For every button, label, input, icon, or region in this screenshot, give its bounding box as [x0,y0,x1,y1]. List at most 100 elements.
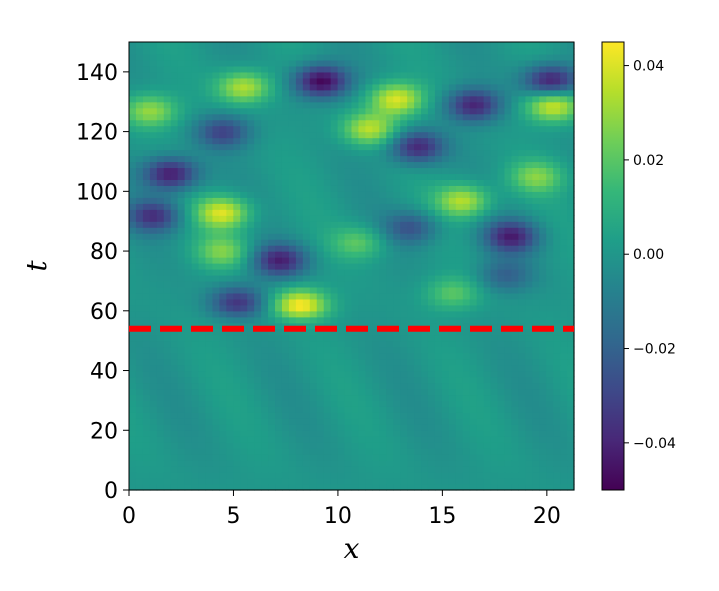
heatmap-cell [142,286,151,294]
heatmap-cell [309,245,318,252]
heatmap-cell [177,370,186,378]
heatmap-cell [504,89,513,97]
heatmap-cell [358,42,366,49]
heatmap-cell [163,394,172,401]
heatmap-cell [275,424,283,431]
heatmap-cell [275,65,283,73]
heatmap-cell [511,292,519,300]
heatmap-cell [518,77,526,85]
heatmap-cell [553,227,561,234]
heatmap-cell [553,113,561,121]
heatmap-cell [316,65,325,73]
heatmap-cell [372,107,380,115]
heatmap-cell [177,257,186,264]
heatmap-cell [261,89,269,97]
heatmap-cell [525,185,533,192]
heatmap-cell [532,454,540,461]
heatmap-cell [212,382,220,390]
heatmap-cell [427,227,436,234]
heatmap-cell [184,149,193,157]
heatmap-cell [268,149,276,157]
heatmap-cell [434,274,443,282]
heatmap-cell [135,149,144,157]
heatmap-cell [441,436,450,443]
heatmap-cell [518,101,526,109]
heatmap-cell [149,185,158,192]
heatmap-cell [386,239,394,246]
heatmap-cell [316,155,325,163]
heatmap-cell [379,101,387,109]
heatmap-cell [476,460,485,467]
heatmap-cell [365,424,373,431]
heatmap-cell [240,364,248,372]
heatmap-cell [135,334,144,342]
heatmap-cell [434,412,443,419]
heatmap-cell [142,203,151,210]
heatmap-cell [407,292,415,300]
heatmap-cell [504,304,513,312]
heatmap-cell [254,131,262,139]
heatmap-cell [170,364,179,372]
heatmap-cell [490,388,499,396]
heatmap-cell [469,436,478,443]
heatmap-cell [532,430,540,437]
heatmap-cell [525,263,533,270]
heatmap-cell [553,77,561,85]
heatmap-cell [226,304,234,312]
heatmap-cell [386,412,394,419]
heatmap-cell [441,125,450,133]
heatmap-cell [434,42,443,49]
heatmap-cell [427,59,436,67]
heatmap-cell [462,370,471,378]
heatmap-cell [233,304,241,312]
heatmap-cell [365,340,373,348]
heatmap-cell [156,83,165,91]
heatmap-cell [205,358,214,366]
heatmap-cell [247,430,255,437]
heatmap-cell [177,71,186,79]
heatmap-cell [163,292,172,300]
heatmap-cell [490,263,499,270]
heatmap-cell [247,322,255,330]
heatmap-cell [553,400,561,407]
heatmap-cell [372,251,380,258]
heatmap-cell [142,442,151,449]
heatmap-cell [191,83,200,91]
heatmap-cell [490,125,499,133]
heatmap-cell [205,346,214,354]
heatmap-cell [219,382,227,390]
heatmap-cell [184,215,193,222]
heatmap-cell [414,364,422,372]
heatmap-cell [553,221,561,228]
heatmap-cell [330,89,339,97]
heatmap-cell [400,340,408,348]
heatmap-cell [295,167,304,175]
heatmap-cell [129,346,137,354]
heatmap-cell [205,89,214,97]
heatmap-cell [448,185,457,192]
heatmap-cell [511,280,519,288]
heatmap-cell [553,328,561,336]
heatmap-cell [546,167,554,175]
heatmap-cell [205,47,214,55]
heatmap-cell [497,191,506,198]
heatmap-cell [142,478,151,485]
heatmap-cell [427,221,436,228]
heatmap-cell [163,119,172,127]
heatmap-cell [149,346,158,354]
heatmap-cell [149,95,158,103]
heatmap-cell [330,59,339,67]
heatmap-cell [400,358,408,366]
heatmap-cell [546,454,554,461]
heatmap-cell [414,274,422,282]
heatmap-cell [407,143,415,151]
heatmap-cell [295,257,304,264]
heatmap-cell [247,197,255,204]
heatmap-cell [483,71,492,79]
heatmap-cell [441,268,450,276]
heatmap-cell [351,197,360,204]
heatmap-cell [254,107,262,115]
heatmap-cell [191,113,200,121]
heatmap-cell [504,233,513,240]
heatmap-cell [129,478,137,485]
